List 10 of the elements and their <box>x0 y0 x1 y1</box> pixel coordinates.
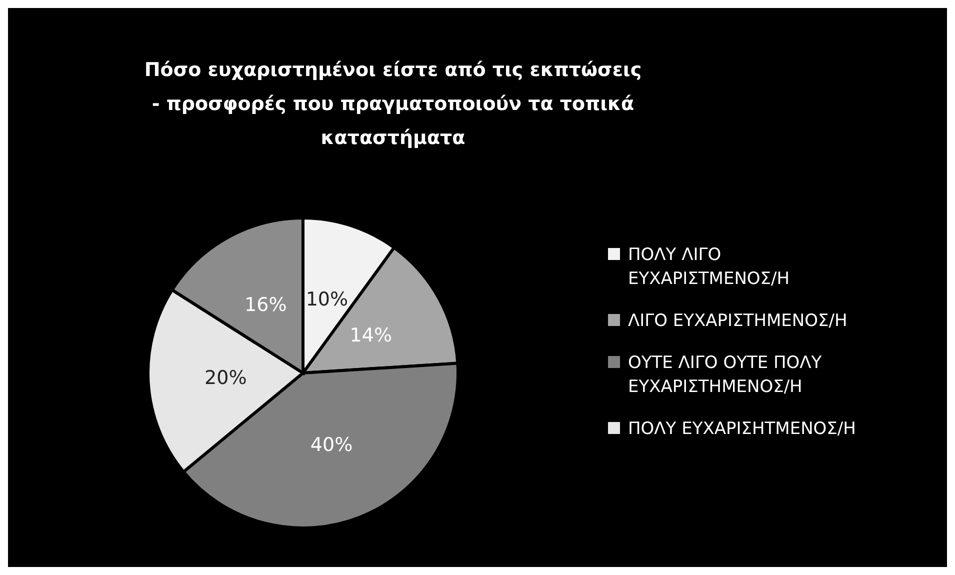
data-label: 16% <box>244 294 287 316</box>
data-label: 40% <box>310 434 353 456</box>
data-label: 20% <box>204 366 247 389</box>
legend-label: ΟΥΤΕ ΛΙΓΟ ΟΥΤΕ ΠΟΛΥ ΕΥΧΑΡΙΣΤΗΜΕΝΟΣ/Η <box>628 352 823 399</box>
chart-title: Πόσο ευχαριστημένοι είστε από τις εκπτώσεις - προσφορές που πραγματοποιούν τα τοπικά καταστήματα <box>143 58 643 151</box>
legend-label: ΠΟΛΥ ΛΙΓΟ ΕΥΧΑΡΙΣΤΜΕΝΟΣ/Η <box>628 244 791 291</box>
data-label: 10% <box>306 288 348 310</box>
legend-label: ΛΙΓΟ ΕΥΧΑΡΙΣΤΗΜΕΝΟΣ/Η <box>628 310 848 333</box>
data-label: 14% <box>350 324 392 347</box>
legend-label: ΠΟΛΥ ΕΥΧΑΡΙΣΗΤΜΕΝΟΣ/Η <box>628 418 856 441</box>
